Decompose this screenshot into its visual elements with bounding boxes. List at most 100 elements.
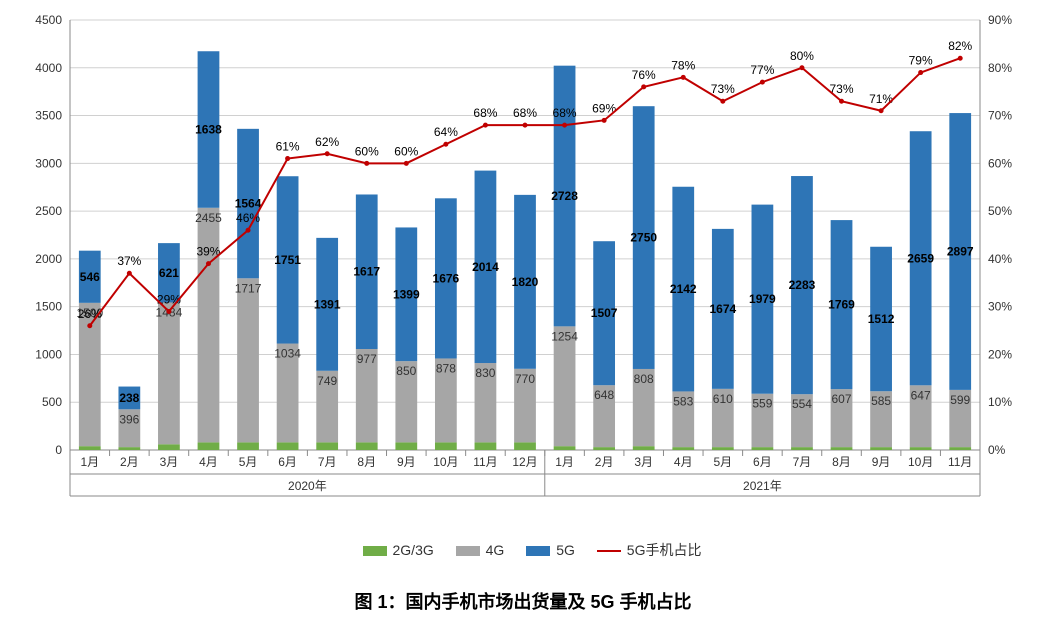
svg-text:546: 546 — [80, 270, 100, 284]
line-point — [958, 56, 963, 61]
svg-text:2283: 2283 — [789, 278, 816, 292]
bar-2g3g — [791, 447, 813, 450]
bar-2g3g — [158, 444, 180, 450]
svg-text:2月: 2月 — [595, 455, 614, 469]
legend-s1: 2G/3G — [393, 542, 434, 558]
combo-chart: 0500100015002000250030003500400045000%10… — [0, 0, 1046, 624]
bar-2g3g — [593, 447, 615, 450]
svg-text:1254: 1254 — [551, 329, 578, 343]
bar-2g3g — [277, 442, 299, 450]
svg-text:559: 559 — [752, 397, 772, 411]
line-point — [799, 65, 804, 70]
svg-text:850: 850 — [396, 364, 416, 378]
svg-text:79%: 79% — [909, 54, 933, 68]
line-point — [760, 80, 765, 85]
line-point — [127, 271, 132, 276]
svg-text:7月: 7月 — [793, 455, 812, 469]
svg-text:830: 830 — [475, 366, 495, 380]
svg-text:500: 500 — [42, 395, 62, 409]
svg-text:2142: 2142 — [670, 282, 697, 296]
svg-text:2897: 2897 — [947, 244, 974, 258]
svg-text:3500: 3500 — [35, 109, 62, 123]
svg-text:2000: 2000 — [35, 252, 62, 266]
svg-text:585: 585 — [871, 394, 891, 408]
bar-2g3g — [633, 446, 655, 450]
line-point — [523, 123, 528, 128]
svg-text:3000: 3000 — [35, 156, 62, 170]
svg-text:62%: 62% — [315, 135, 339, 149]
svg-text:554: 554 — [792, 397, 812, 411]
line-point — [206, 261, 211, 266]
legend-s3: 5G — [556, 542, 575, 558]
bar-2g3g — [118, 447, 140, 450]
bar-2g3g — [949, 447, 971, 450]
svg-text:78%: 78% — [671, 58, 695, 72]
svg-text:977: 977 — [357, 352, 377, 366]
svg-text:1564: 1564 — [235, 197, 262, 211]
svg-text:1617: 1617 — [353, 265, 380, 279]
line-point — [879, 108, 884, 113]
legend-s2: 4G — [486, 542, 505, 558]
svg-text:12月: 12月 — [512, 455, 537, 469]
svg-text:10%: 10% — [988, 395, 1012, 409]
bar-2g3g — [435, 442, 457, 450]
svg-text:4500: 4500 — [35, 13, 62, 27]
svg-text:7月: 7月 — [318, 455, 337, 469]
svg-text:80%: 80% — [790, 49, 814, 63]
svg-text:3月: 3月 — [634, 455, 653, 469]
svg-text:60%: 60% — [394, 144, 418, 158]
figure-caption: 图 1：国内手机市场出货量及 5G 手机占比 — [0, 588, 1046, 614]
svg-text:808: 808 — [634, 372, 654, 386]
line-point — [404, 161, 409, 166]
bar-2g3g — [356, 442, 378, 450]
svg-text:8月: 8月 — [357, 455, 376, 469]
svg-text:5月: 5月 — [713, 455, 732, 469]
svg-text:648: 648 — [594, 388, 614, 402]
bar-2g3g — [79, 446, 101, 450]
svg-text:2020年: 2020年 — [288, 479, 327, 493]
svg-text:90%: 90% — [988, 13, 1012, 27]
svg-text:621: 621 — [159, 266, 179, 280]
svg-text:1638: 1638 — [195, 123, 222, 137]
line-point — [641, 84, 646, 89]
svg-text:10月: 10月 — [908, 455, 933, 469]
svg-text:9月: 9月 — [397, 455, 416, 469]
svg-text:1674: 1674 — [709, 302, 736, 316]
svg-text:64%: 64% — [434, 125, 458, 139]
svg-text:1月: 1月 — [80, 455, 99, 469]
svg-text:1507: 1507 — [591, 306, 618, 320]
svg-text:749: 749 — [317, 374, 337, 388]
svg-text:878: 878 — [436, 361, 456, 375]
svg-text:2月: 2月 — [120, 455, 139, 469]
svg-text:30%: 30% — [988, 300, 1012, 314]
bar-2g3g — [672, 447, 694, 450]
svg-text:68%: 68% — [473, 106, 497, 120]
svg-text:607: 607 — [832, 392, 852, 406]
svg-text:583: 583 — [673, 394, 693, 408]
bar-4g — [554, 326, 576, 446]
svg-text:1769: 1769 — [828, 298, 855, 312]
svg-text:4000: 4000 — [35, 61, 62, 75]
bar-2g3g — [475, 442, 497, 450]
svg-text:238: 238 — [119, 391, 139, 405]
line-point — [246, 228, 251, 233]
svg-text:6月: 6月 — [753, 455, 772, 469]
svg-text:396: 396 — [119, 412, 139, 426]
legend-line: 5G手机占比 — [627, 542, 702, 558]
svg-text:4月: 4月 — [674, 455, 693, 469]
legend: 2G/3G 4G 5G 5G手机占比 — [0, 540, 1046, 560]
svg-text:2500: 2500 — [35, 204, 62, 218]
svg-text:76%: 76% — [632, 68, 656, 82]
svg-text:60%: 60% — [988, 156, 1012, 170]
svg-text:1820: 1820 — [512, 275, 539, 289]
bar-4g — [237, 278, 259, 442]
bar-4g — [198, 208, 220, 443]
bar-2g3g — [752, 447, 774, 450]
bar-2g3g — [514, 442, 536, 450]
svg-text:6月: 6月 — [278, 455, 297, 469]
svg-text:0%: 0% — [988, 443, 1006, 457]
svg-text:9月: 9月 — [872, 455, 891, 469]
svg-text:599: 599 — [950, 393, 970, 407]
bar-2g3g — [910, 447, 932, 450]
svg-text:40%: 40% — [988, 252, 1012, 266]
